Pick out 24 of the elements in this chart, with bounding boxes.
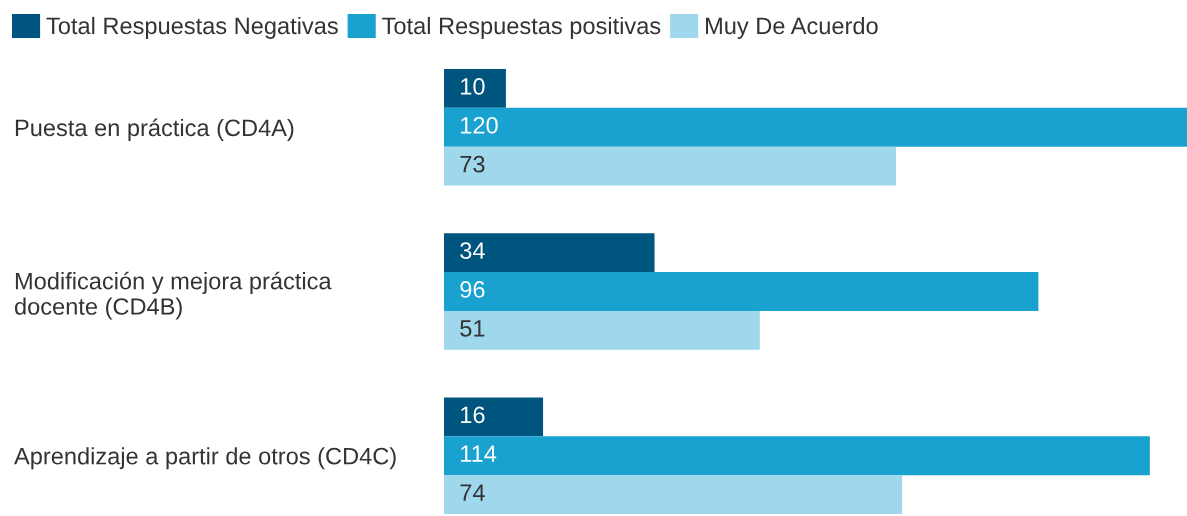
bar xyxy=(444,397,544,437)
bar xyxy=(444,233,655,273)
bar xyxy=(444,475,903,514)
data-label: 114 xyxy=(461,445,497,462)
bar xyxy=(444,146,896,186)
bar xyxy=(444,310,760,350)
data-label: 10 xyxy=(461,78,485,95)
data-label: 51 xyxy=(460,320,485,337)
bar xyxy=(444,436,1150,476)
y-tick-label: Puesta en práctica (CD4A) xyxy=(15,118,294,141)
bar xyxy=(444,107,1187,147)
y-tick-label: Aprendizaje a partir de otros (CD4C) xyxy=(14,447,396,470)
data-label: 16 xyxy=(461,406,485,424)
bar xyxy=(444,69,506,108)
data-label: 96 xyxy=(460,281,485,298)
legend-label: Muy De Acuerdo xyxy=(706,16,878,39)
legend-label: Total Respuestas Negativas xyxy=(46,16,338,39)
data-label: 120 xyxy=(461,116,498,134)
bar xyxy=(444,272,1039,311)
data-label: 74 xyxy=(460,484,485,501)
legend-label: Total Respuestas positivas xyxy=(382,16,661,39)
data-label: 34 xyxy=(460,242,485,259)
data-label: 73 xyxy=(460,155,485,173)
y-tick-label: Modificación y mejora práctica docente (CD4B) xyxy=(14,271,332,320)
